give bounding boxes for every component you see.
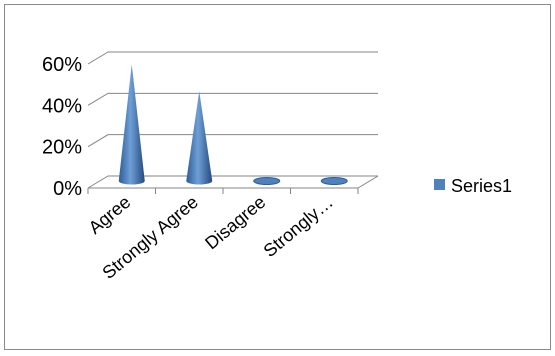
cone-base (320, 177, 348, 185)
y-tick-label: 60% (42, 54, 82, 76)
chart-frame (4, 4, 551, 350)
y-tick-label: 0% (53, 178, 82, 200)
cone-2 (186, 91, 213, 185)
cone-body (186, 91, 213, 185)
gridlines (87, 51, 379, 194)
x-category-label: Disagree (201, 192, 269, 254)
cone-body (118, 64, 145, 185)
gridline (87, 175, 378, 189)
legend-label-series1: Series1 (451, 176, 512, 196)
x-category-label: Agree (85, 192, 135, 238)
gridline (87, 51, 378, 65)
y-tick-label: 40% (42, 95, 82, 117)
y-axis-ticks: 0% 20% 40% 60% (42, 54, 82, 200)
cone-base (253, 177, 281, 185)
legend: Series1 (434, 176, 512, 196)
legend-swatch-series1 (434, 179, 445, 190)
cone-1 (118, 64, 145, 185)
cone-4 (320, 177, 348, 185)
y-tick-label: 20% (42, 137, 82, 159)
data-marks (118, 64, 348, 185)
gridline (87, 134, 378, 148)
gridline (87, 92, 378, 106)
cone-3 (253, 177, 281, 185)
x-category-label: Strongly… (260, 192, 337, 261)
